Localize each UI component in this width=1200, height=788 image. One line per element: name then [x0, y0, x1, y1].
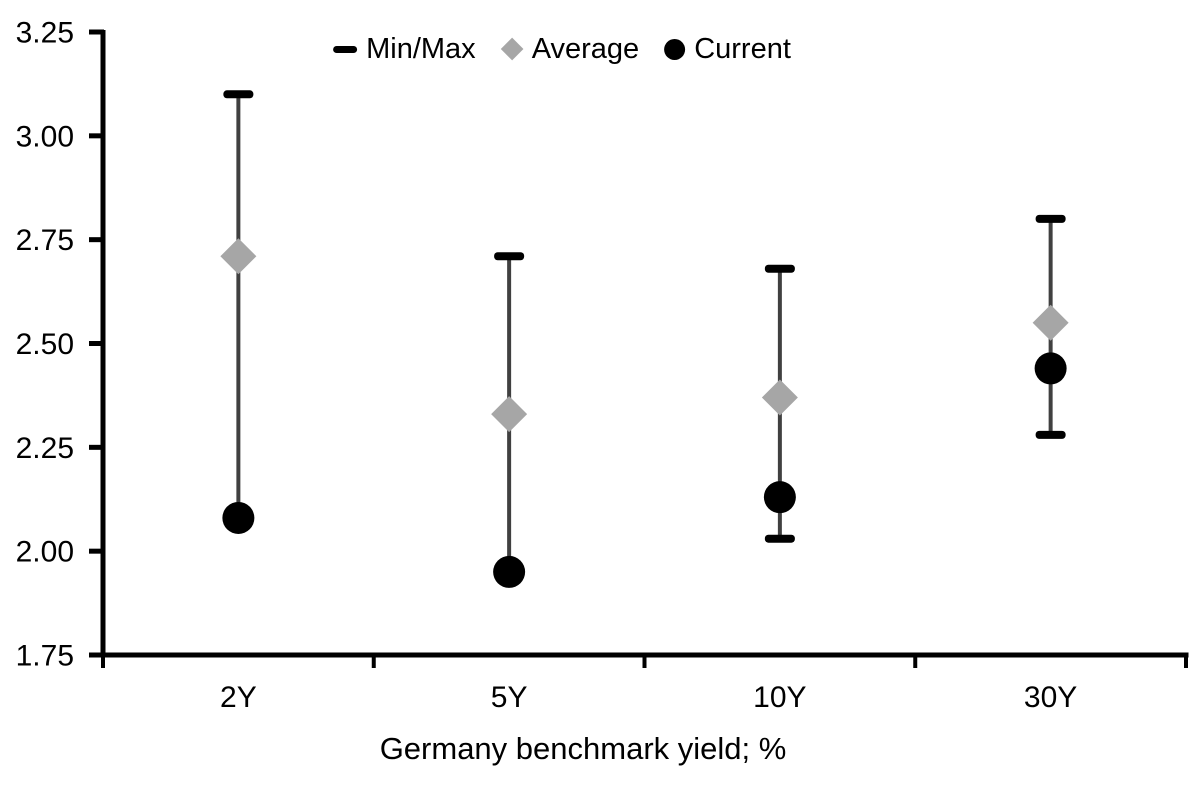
legend-item-average: Average [500, 31, 640, 67]
y-tick-label: 3.25 [16, 17, 74, 50]
x-category-label: 10Y [753, 681, 806, 714]
average-marker-10Y [761, 379, 798, 416]
current-marker-2Y [222, 501, 255, 534]
x-category-label: 30Y [1024, 681, 1077, 714]
y-tick-label: 2.50 [16, 328, 74, 361]
average-marker-2Y [220, 238, 257, 275]
legend-label-average: Average [531, 33, 640, 65]
min-cap-10Y [764, 534, 795, 543]
average-marker-5Y [491, 396, 528, 433]
y-tick-label: 1.75 [16, 640, 74, 673]
max-cap-10Y [764, 264, 795, 273]
current-marker-30Y [1034, 352, 1067, 385]
legend: Min/Max Average Current [333, 31, 791, 67]
current-circle-icon [664, 38, 686, 60]
x-axis-title: Germany benchmark yield; % [379, 731, 787, 766]
max-cap-5Y [494, 252, 525, 261]
current-marker-10Y [763, 481, 796, 514]
max-cap-2Y [223, 90, 254, 99]
y-tick-label: 3.00 [16, 120, 74, 153]
max-cap-30Y [1035, 214, 1066, 223]
legend-label-current: Current [694, 33, 791, 65]
min-cap-30Y [1035, 430, 1066, 439]
current-marker-5Y [493, 555, 526, 588]
average-diamond-icon [500, 37, 524, 61]
x-category-label: 5Y [491, 681, 528, 714]
legend-item-current: Current [664, 31, 791, 67]
legend-label-minmax: Min/Max [366, 33, 476, 65]
y-tick-label: 2.25 [16, 432, 74, 465]
y-tick-label: 2.75 [16, 224, 74, 257]
average-marker-30Y [1032, 304, 1069, 341]
legend-item-minmax: Min/Max [333, 31, 476, 67]
minmax-dash-icon [333, 45, 358, 53]
y-tick-label: 2.00 [16, 536, 74, 569]
x-category-label: 2Y [220, 681, 257, 714]
